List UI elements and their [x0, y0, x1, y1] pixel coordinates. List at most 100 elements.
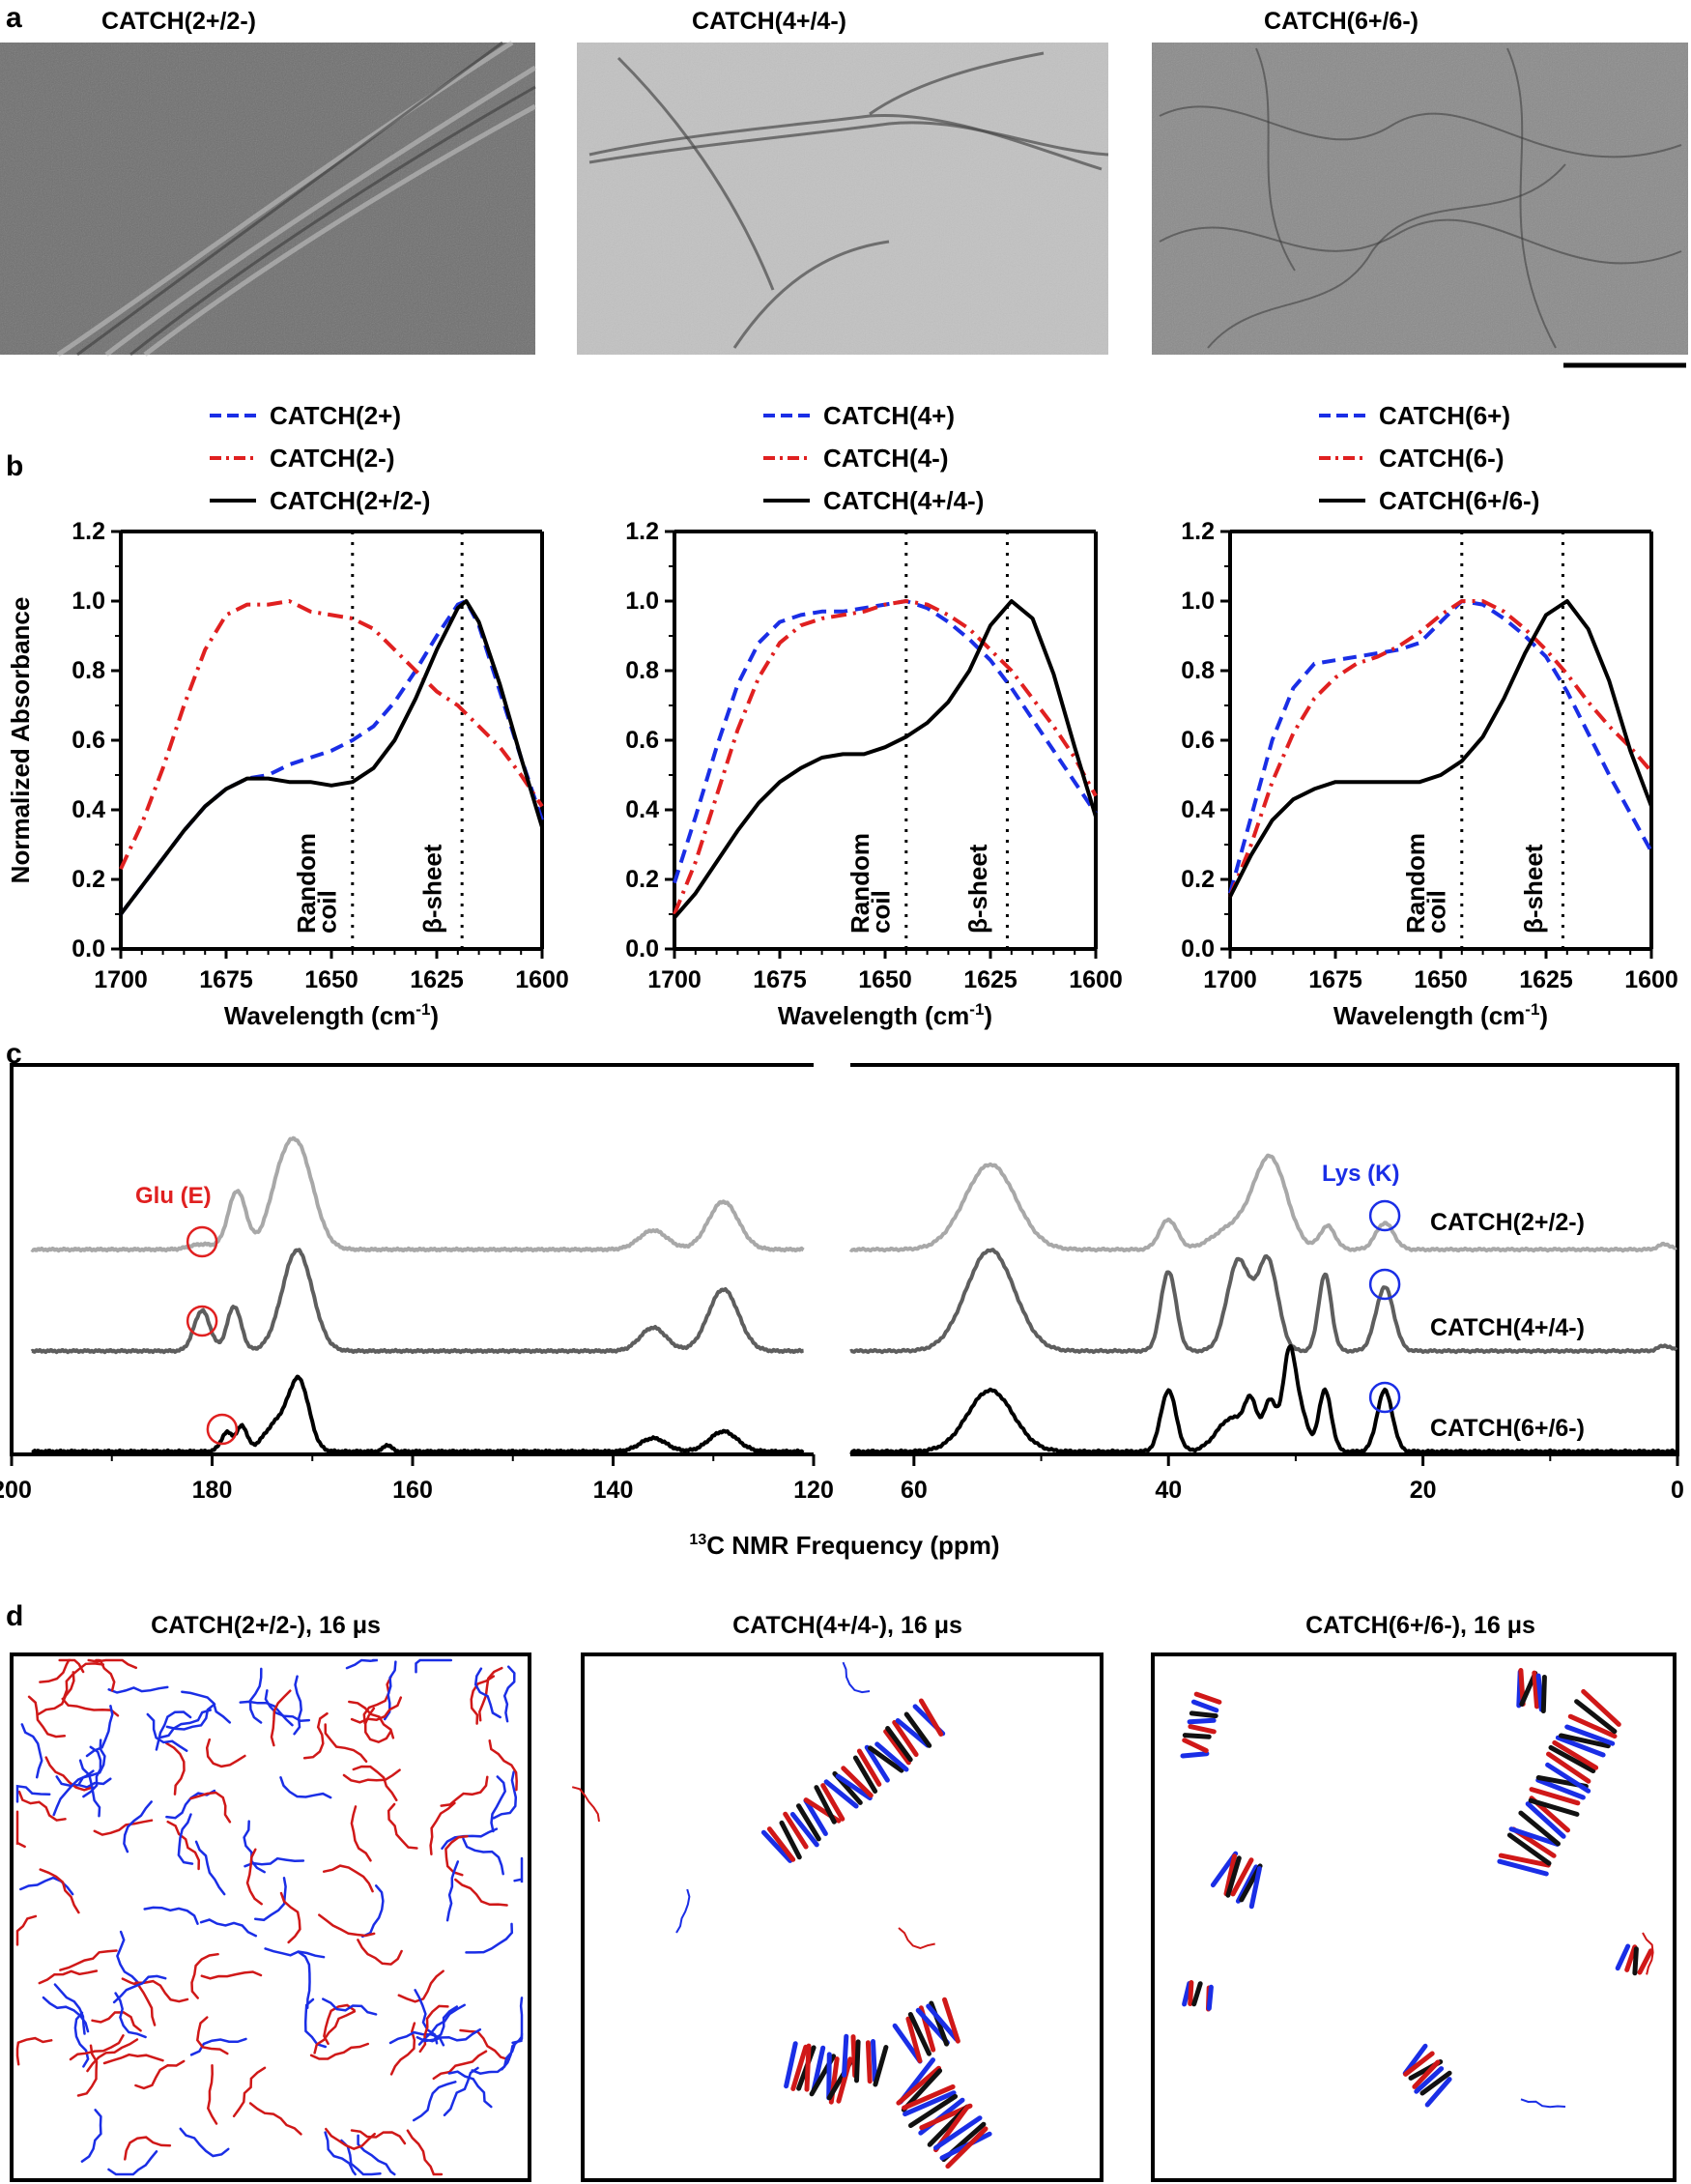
md-peptide-strand	[15, 1810, 26, 1849]
md-beta-strand	[1632, 1946, 1639, 1976]
y-tick-label: 1.0	[72, 588, 105, 615]
y-tick-label: 0.4	[1181, 796, 1215, 823]
md-peptide-strand	[248, 1667, 263, 1724]
md-beta-strand	[907, 2012, 931, 2056]
md-beta-strand	[1637, 1948, 1653, 1975]
nmr-x-tick-label: 140	[593, 1477, 634, 1504]
md-peptide-strand	[53, 1983, 86, 2035]
series-line-dashed	[673, 599, 1098, 884]
md-beta-strand	[1540, 1675, 1547, 1713]
region-annotation: β-sheet	[1519, 844, 1548, 934]
md-peptide-strand	[87, 1658, 138, 1670]
md-beta-strand	[908, 2093, 959, 2128]
y-axis-label: Normalized Absorbance	[6, 597, 35, 884]
md-beta-strand	[1424, 2077, 1452, 2108]
md-beta-strand	[835, 1773, 873, 1801]
md-peptide-strand	[86, 2038, 139, 2073]
md-peptide-strand	[44, 1756, 95, 1792]
md-peptide-strand	[1642, 1932, 1654, 1975]
md-peptide-strand	[116, 1930, 140, 1984]
md-beta-strand	[1412, 2059, 1441, 2089]
md-peptide-strand	[59, 1949, 118, 1971]
nmr-spectrum-right	[849, 1344, 1677, 1455]
md-peptide-strand	[513, 1856, 524, 1883]
md-peptide-strand	[324, 2131, 357, 2176]
md-beta-strand	[1555, 1735, 1606, 1758]
x-tick-label: 1650	[858, 966, 912, 993]
md-peptide-strand	[571, 1786, 600, 1823]
nmr-trace-label-2: CATCH(4+/4-)	[1430, 1314, 1585, 1341]
md-peptide-strand	[17, 1790, 67, 1822]
y-tick-label: 0.2	[1181, 866, 1215, 893]
md-peptide-strand	[200, 1970, 263, 1980]
md-peptide-strand	[264, 1947, 326, 1959]
x-axis-label: Wavelength (cm-1)	[1333, 1000, 1548, 1030]
md-peptide-strand	[471, 2042, 517, 2075]
md-peptide-strand	[15, 1784, 51, 1803]
x-tick-label: 1675	[1308, 966, 1362, 993]
md-peptide-strand	[387, 1802, 418, 1850]
md-beta-strand	[783, 1811, 809, 1850]
md-beta-strand	[1191, 1981, 1203, 2007]
md-beta-strand	[1188, 1724, 1217, 1735]
md-peptide-strand	[181, 1690, 232, 1724]
md-beta-strand	[1190, 1699, 1219, 1713]
panel-a: CATCH(2+/2-) CATCH(4+/4-) CATCH(6+/6-)	[0, 8, 1688, 368]
md-beta-strand	[903, 2090, 957, 2117]
legend-label: CATCH(4-)	[823, 444, 949, 473]
md-peptide-strand	[107, 2150, 158, 2176]
nmr-spectrum-left	[30, 1135, 805, 1253]
x-tick-label: 1675	[199, 966, 253, 993]
panel-letter-c: c	[6, 1038, 22, 1070]
md-peptide-strand	[323, 2003, 356, 2046]
md-peptide-strand	[37, 1671, 75, 1716]
md-beta-strand	[796, 1803, 821, 1842]
md-peptide-strand	[146, 1712, 188, 1752]
md-peptide-strand	[177, 1813, 194, 1865]
md-beta-strand	[895, 1718, 931, 1748]
x-axis-label: Wavelength (cm-1)	[224, 1000, 439, 1030]
md-beta-strand	[868, 1745, 904, 1773]
ftir-chart-3: CATCH(6+) CATCH(6-) CATCH(6+/6-) 0.0 0.2 0.4 0…	[1181, 401, 1678, 1030]
y-tick-label: 0.6	[625, 727, 659, 754]
md-beta-strand	[1497, 1858, 1549, 1877]
md-peptide-strand	[199, 1918, 258, 1938]
md-peptide-strand	[350, 2129, 407, 2145]
region-annotation: β-sheet	[963, 844, 992, 934]
x-axis-label: Wavelength (cm-1)	[778, 1000, 992, 1030]
series-line-dashdot	[673, 599, 1098, 915]
md-peptide-strand	[459, 2028, 510, 2061]
legend-label: CATCH(4+/4-)	[823, 486, 984, 515]
md-peptide-strand	[264, 1689, 311, 1722]
md-peptide-strand	[114, 1992, 147, 2039]
md-beta-strand	[1182, 1733, 1212, 1739]
md-peptide-strand	[206, 2063, 218, 2125]
md-peptide-strand	[432, 2050, 488, 2081]
md-peptide-strand	[124, 2136, 172, 2161]
md-beta-strand	[1545, 1762, 1591, 1794]
md-peptide-strand	[279, 1891, 301, 1944]
md-peptide-strand	[473, 1667, 502, 1719]
md-peptide-strand	[190, 1952, 219, 1999]
md-beta-strand	[826, 2052, 832, 2101]
md-peptide-strand	[93, 1819, 154, 1836]
x-tick-label: 1625	[1519, 966, 1573, 993]
md-peptide-strand	[123, 1800, 153, 1854]
md-peptide-strand	[414, 1989, 439, 2045]
legend-label: CATCH(2-)	[270, 444, 395, 473]
md-peptide-strand	[511, 1997, 524, 2045]
md-peptide-strand	[243, 1820, 266, 1874]
md-peptide-strand	[27, 1695, 67, 1739]
md-beta-strand	[1535, 1777, 1586, 1800]
legend-label: CATCH(4+)	[823, 401, 955, 430]
y-tick-label: 1.0	[625, 588, 659, 615]
nmr-trace-label-3: CATCH(6+/6-)	[1430, 1415, 1585, 1442]
md-beta-strand	[1506, 1832, 1552, 1866]
md-beta-strand	[804, 2043, 812, 2092]
md-peptide-strand	[309, 2042, 370, 2060]
md-peptide-strand	[397, 1969, 444, 2003]
md-beta-strand	[873, 2045, 889, 2087]
md-beta-strand	[836, 2056, 853, 2104]
md-beta-strand	[1402, 2043, 1428, 2076]
md-beta-strand	[1528, 1797, 1580, 1817]
